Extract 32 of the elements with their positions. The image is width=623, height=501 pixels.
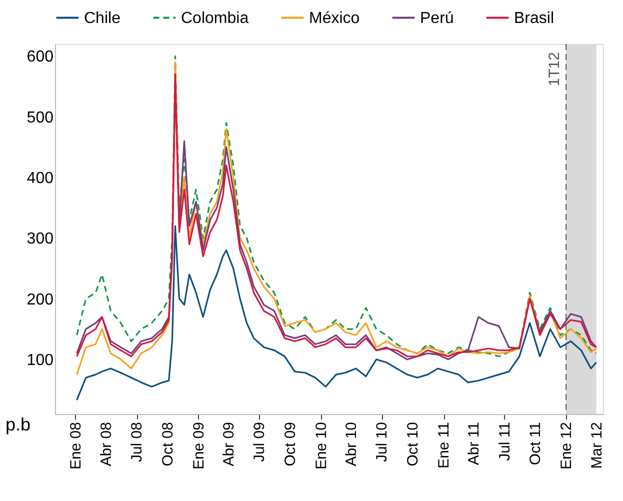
x-tick-label: Abr 10: [343, 422, 360, 466]
line-series: [76, 225, 598, 401]
x-tick-label: Oct 10: [404, 422, 422, 466]
x-tick-label: Jul 08: [128, 422, 146, 462]
x-tick-label: Oct 11: [527, 422, 544, 466]
y-tick-label: 500: [26, 109, 54, 126]
x-tick-label: Ene 08: [67, 422, 84, 470]
x-tick-label: Abr 08: [98, 422, 116, 466]
ref-line-label: 1T12: [546, 52, 564, 86]
legend-label: Perú: [420, 10, 454, 27]
legend-label: Colombia: [181, 10, 249, 27]
y-tick-label: 200: [26, 291, 54, 308]
legend-label: Chile: [84, 10, 121, 27]
x-tick-label: Jul 11: [496, 422, 514, 461]
x-tick-label: Mar 12: [588, 422, 606, 469]
x-tick-label: Abr 11: [466, 422, 483, 466]
x-tick-label: Oct 08: [159, 422, 176, 466]
legend-label: México: [309, 10, 360, 27]
y-tick-label: 600: [26, 48, 54, 66]
legend-label: Brasil: [514, 10, 554, 27]
x-tick-label: Ene 11: [436, 422, 452, 468]
x-tick-label: Oct 09: [282, 422, 300, 466]
x-tick-label: Ene 10: [312, 422, 330, 470]
x-tick-label: Ene 09: [190, 422, 208, 470]
x-tick-label: Jul 09: [251, 422, 268, 462]
x-tick-label: Abr 09: [220, 422, 238, 466]
x-tick-label: Jul 10: [374, 422, 391, 462]
y-tick-label: 400: [26, 170, 54, 187]
y-tick-label: 100: [26, 352, 54, 369]
y-tick-label: 300: [26, 230, 54, 248]
y-axis-title: p.b: [6, 414, 31, 434]
x-tick-label: Ene 12: [558, 422, 576, 470]
